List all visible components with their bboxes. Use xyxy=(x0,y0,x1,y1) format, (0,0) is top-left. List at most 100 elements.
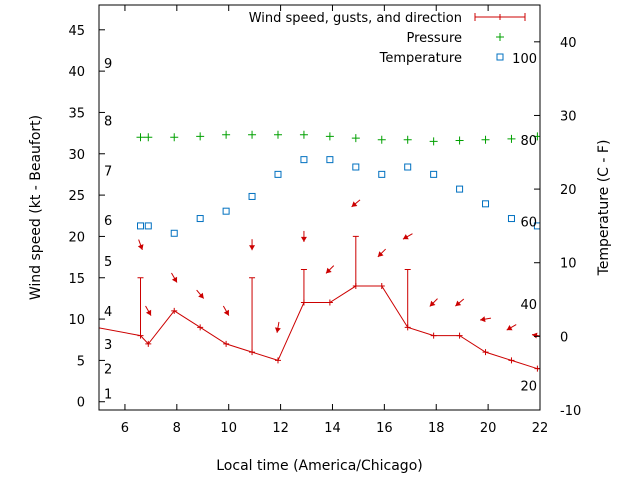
pressure-point xyxy=(248,130,257,139)
beaufort-label: 3 xyxy=(104,338,112,353)
y-left-tick-label: 45 xyxy=(68,24,85,39)
wind-speed-point xyxy=(171,307,178,314)
wind-direction-arrow xyxy=(531,332,540,339)
wind-gust-bar xyxy=(249,277,256,353)
y-left-tick-label: 20 xyxy=(68,230,85,245)
wind-direction-arrow xyxy=(377,248,387,258)
temperature-point xyxy=(456,185,464,193)
wind-arrow-head xyxy=(325,267,332,274)
fahrenheit-label: 80 xyxy=(520,134,537,149)
plot-frame xyxy=(98,4,541,411)
y-left-tick-label: 40 xyxy=(68,65,85,80)
x-tick-label: 14 xyxy=(324,421,341,436)
wind-arrow-head xyxy=(198,292,204,299)
temperature-point xyxy=(222,207,230,215)
temperature-point xyxy=(533,222,540,230)
wind-arrow-head xyxy=(137,244,144,250)
wind-speed-point xyxy=(378,283,385,290)
x-tick-label: 12 xyxy=(272,421,289,436)
pressure-point xyxy=(136,133,145,142)
y-left-tick-label: 30 xyxy=(68,148,85,163)
temperature-point xyxy=(378,170,386,178)
wind-arrow-head xyxy=(351,201,358,207)
wind-speed-point xyxy=(145,340,152,347)
y-left-tick-label: 10 xyxy=(68,313,85,328)
y-right-tick-label: 40 xyxy=(560,36,577,51)
y-left-tick-label: 15 xyxy=(68,272,85,287)
temperature-point xyxy=(137,222,145,230)
y-right-tick-label: 0 xyxy=(560,330,568,345)
wind-speed-line xyxy=(99,285,540,370)
wind-arrow-head xyxy=(274,327,281,333)
beaufort-label: 1 xyxy=(104,387,112,402)
x-tick-label: 6 xyxy=(121,421,129,436)
beaufort-label: 9 xyxy=(104,57,112,72)
fahrenheit-label: 60 xyxy=(520,215,537,230)
temperature-point xyxy=(507,215,515,223)
wind-arrow-head xyxy=(171,276,178,283)
pressure-point xyxy=(481,135,490,144)
pressure-point xyxy=(170,133,179,142)
temperature-point xyxy=(404,163,412,171)
pressure-point xyxy=(351,134,360,143)
x-tick-label: 10 xyxy=(220,421,237,436)
legend-swatch-pressure xyxy=(496,33,504,41)
legend-label: Wind speed, gusts, and direction xyxy=(249,11,462,26)
wind-direction-arrow xyxy=(429,298,438,307)
pressure-point xyxy=(144,133,153,142)
y-left-tick-label: 5 xyxy=(77,354,85,369)
beaufort-label: 5 xyxy=(104,255,112,270)
beaufort-label: 2 xyxy=(104,363,112,378)
wind-speed-point xyxy=(197,324,204,331)
wind-speed-point xyxy=(456,332,463,339)
wind-arrow-head xyxy=(455,300,462,307)
wind-arrow-head xyxy=(145,309,152,316)
pressure-point xyxy=(429,137,438,146)
fahrenheit-label: 20 xyxy=(520,380,537,395)
wind-direction-arrow xyxy=(300,230,307,242)
x-tick-label: 8 xyxy=(173,421,181,436)
temperature-point xyxy=(196,215,204,223)
beaufort-label: 7 xyxy=(104,164,112,179)
beaufort-label: 6 xyxy=(104,214,112,229)
temperature-point xyxy=(482,200,490,208)
wind-direction-arrow xyxy=(480,316,492,323)
wind-arrow-head xyxy=(506,324,513,331)
wind-direction-arrow xyxy=(249,239,256,251)
y-left-axis-title: Wind speed (kt - Beaufort) xyxy=(28,115,44,300)
wind-direction-arrow xyxy=(506,324,517,331)
fahrenheit-label: 100 xyxy=(512,52,537,67)
wind-arrow-head xyxy=(300,236,307,242)
wind-speed-point xyxy=(430,332,437,339)
wind-direction-arrow xyxy=(402,233,413,240)
wind-arrow-head xyxy=(223,309,229,316)
pressure-point xyxy=(196,132,205,141)
temperature-point xyxy=(300,156,308,164)
wind-arrow-head xyxy=(531,332,538,339)
wind-arrow-head xyxy=(480,316,486,323)
wind-arrow-head xyxy=(429,300,436,307)
y-left-tick-label: 25 xyxy=(68,189,85,204)
y-right-axis-title: Temperature (C - F) xyxy=(596,140,612,277)
beaufort-label: 4 xyxy=(104,305,112,320)
temperature-point xyxy=(170,229,178,237)
wind-speed-point xyxy=(508,357,515,364)
x-tick-label: 22 xyxy=(532,421,549,436)
pressure-point xyxy=(455,136,464,145)
wind-speed-point xyxy=(223,340,230,347)
legend-label: Temperature xyxy=(379,51,462,66)
wind-direction-arrow xyxy=(196,289,205,299)
wind-speed-point xyxy=(537,365,540,372)
pressure-point xyxy=(273,130,282,139)
x-tick-label: 18 xyxy=(428,421,445,436)
beaufort-label: 8 xyxy=(104,115,112,130)
temperature-point xyxy=(274,170,282,178)
wind-speed-point xyxy=(482,349,489,356)
wind-direction-arrow xyxy=(137,239,144,251)
wind-direction-arrow xyxy=(171,272,178,283)
pressure-point xyxy=(507,134,516,143)
pressure-point xyxy=(222,130,231,139)
legend-swatch-temperature xyxy=(496,53,504,61)
wind-speed-point xyxy=(274,357,281,364)
